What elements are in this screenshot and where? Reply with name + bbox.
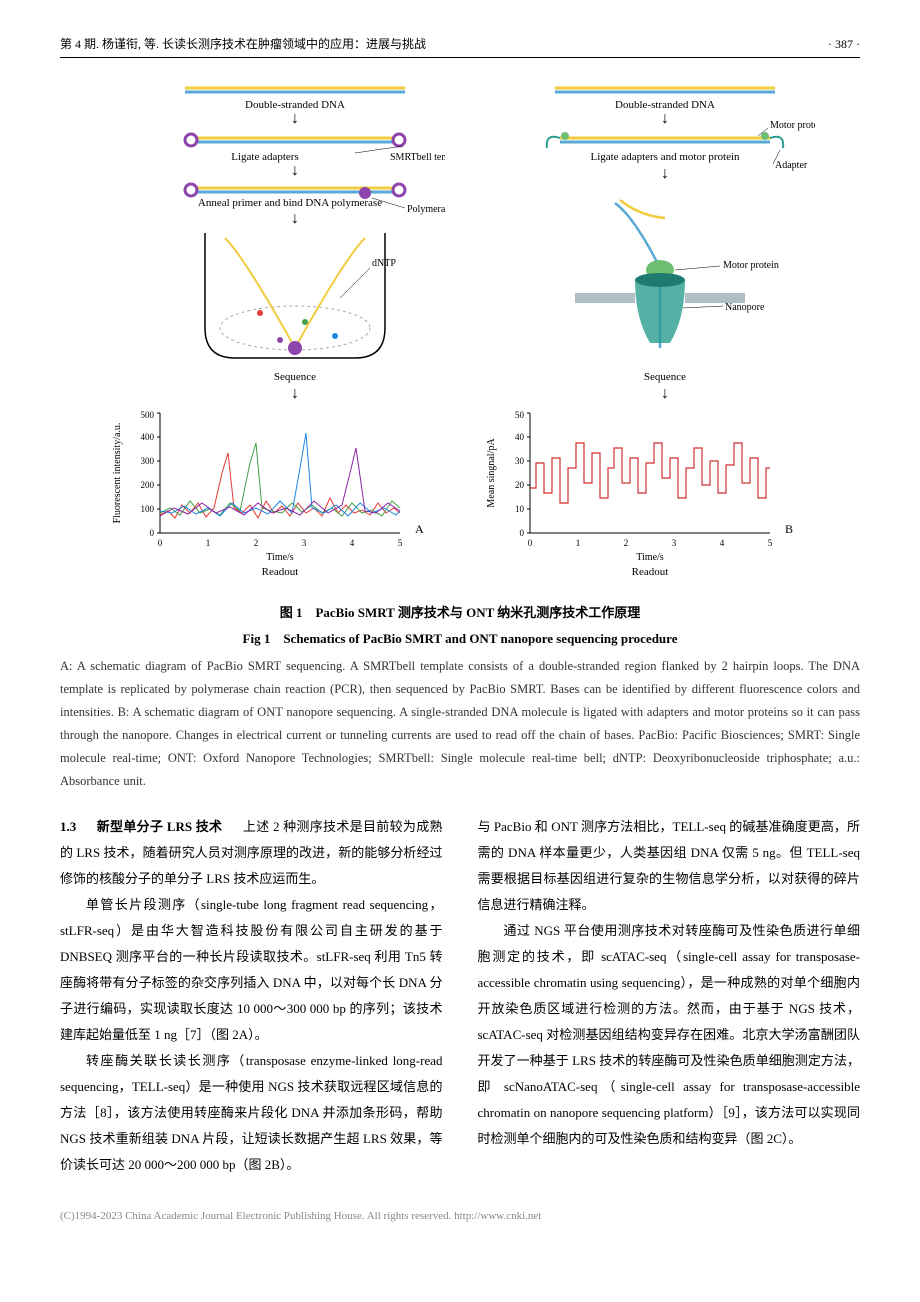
col-left: 1.3 新型单分子 LRS 技术 上述 2 种测序技术是目前较为成熟的 LRS … [60, 814, 443, 1178]
svg-text:5: 5 [398, 538, 403, 548]
svg-text:0: 0 [150, 528, 155, 538]
panel-a: Double-stranded DNA ↓ Ligate adapters SM… [105, 78, 445, 588]
svg-text:Readout: Readout [632, 566, 669, 578]
svg-text:Ligate adapters: Ligate adapters [231, 151, 299, 163]
body-columns: 1.3 新型单分子 LRS 技术 上述 2 种测序技术是目前较为成熟的 LRS … [60, 814, 860, 1178]
svg-text:Motor protein: Motor protein [770, 120, 815, 131]
svg-text:300: 300 [141, 456, 155, 466]
svg-text:10: 10 [515, 504, 525, 514]
svg-text:400: 400 [141, 432, 155, 442]
svg-text:40: 40 [515, 432, 525, 442]
svg-text:4: 4 [350, 538, 355, 548]
svg-text:Time/s: Time/s [266, 552, 294, 563]
svg-text:B: B [785, 522, 793, 536]
svg-text:Polymerase: Polymerase [407, 204, 445, 215]
svg-text:Readout: Readout [262, 566, 299, 578]
svg-text:30: 30 [515, 456, 525, 466]
svg-text:50: 50 [515, 410, 525, 420]
svg-text:SMRTbell template: SMRTbell template [390, 152, 445, 163]
svg-text:Anneal primer and bind DNA pol: Anneal primer and bind DNA polymerase [198, 197, 382, 209]
svg-text:Motor protein: Motor protein [723, 260, 779, 271]
col-right: 与 PacBio 和 ONT 测序方法相比，TELL-seq 的碱基准确度更高，… [478, 814, 861, 1178]
svg-text:Sequence: Sequence [644, 371, 686, 383]
svg-text:↓: ↓ [661, 110, 669, 127]
svg-text:↓: ↓ [291, 110, 299, 127]
svg-text:1: 1 [206, 538, 211, 548]
svg-text:Fluorescent intensity/a.u.: Fluorescent intensity/a.u. [112, 423, 123, 524]
svg-text:A: A [415, 522, 424, 536]
figure-1: Double-stranded DNA ↓ Ligate adapters SM… [60, 78, 860, 793]
svg-text:↓: ↓ [291, 210, 299, 227]
diagram-row: Double-stranded DNA ↓ Ligate adapters SM… [60, 78, 860, 588]
svg-text:Time/s: Time/s [636, 552, 664, 563]
sect-1-3: 1.3 新型单分子 LRS 技术 上述 2 种测序技术是目前较为成熟的 LRS … [60, 814, 443, 892]
panel-a-svg: Double-stranded DNA ↓ Ligate adapters SM… [105, 78, 445, 588]
svg-text:↓: ↓ [661, 385, 669, 402]
svg-text:Sequence: Sequence [274, 371, 316, 383]
header-left: 第 4 期. 杨谨衔, 等. 长读长测序技术在肿瘤领域中的应用：进展与挑战 [60, 35, 426, 54]
sect-title: 新型单分子 LRS 技术 [97, 819, 223, 834]
svg-text:Ligate adapters and motor prot: Ligate adapters and motor protein [590, 151, 740, 163]
page-header: 第 4 期. 杨谨衔, 等. 长读长测序技术在肿瘤领域中的应用：进展与挑战 · … [60, 35, 860, 58]
right-p1: 与 PacBio 和 ONT 测序方法相比，TELL-seq 的碱基准确度更高，… [478, 814, 861, 918]
svg-text:0: 0 [158, 538, 163, 548]
svg-text:0: 0 [520, 528, 525, 538]
fig1-title-en: Fig 1 Schematics of PacBio SMRT and ONT … [60, 629, 860, 650]
svg-text:↓: ↓ [661, 165, 669, 182]
fig1-caption: A: A schematic diagram of PacBio SMRT se… [60, 655, 860, 794]
svg-text:↓: ↓ [291, 385, 299, 402]
svg-text:Adapter: Adapter [775, 160, 808, 171]
left-p2: 单管长片段测序（single-tube long fragment read s… [60, 892, 443, 1048]
svg-text:0: 0 [528, 538, 533, 548]
svg-text:Nanopore: Nanopore [725, 302, 765, 313]
right-p2: 通过 NGS 平台使用测序技术对转座酶可及性染色质进行单细胞测定的技术，即 sc… [478, 918, 861, 1152]
svg-text:1: 1 [576, 538, 581, 548]
left-p3: 转座酶关联长读长测序（transposase enzyme-linked lon… [60, 1048, 443, 1178]
fig1-title-cn: 图 1 PacBio SMRT 测序技术与 ONT 纳米孔测序技术工作原理 [60, 603, 860, 624]
svg-text:4: 4 [720, 538, 725, 548]
svg-text:3: 3 [302, 538, 307, 548]
sect-num: 1.3 [60, 819, 76, 834]
svg-text:5: 5 [768, 538, 773, 548]
footer: (C)1994-2023 China Academic Journal Elec… [60, 1208, 860, 1226]
svg-text:Mean singnal/pA: Mean singnal/pA [486, 438, 497, 508]
svg-text:20: 20 [515, 480, 525, 490]
panel-b: Double-stranded DNA ↓ Motor protein Liga… [475, 78, 815, 588]
svg-text:2: 2 [624, 538, 629, 548]
svg-text:dNTP: dNTP [372, 258, 396, 269]
header-right: · 387 · [828, 35, 860, 54]
svg-text:3: 3 [672, 538, 677, 548]
svg-text:2: 2 [254, 538, 259, 548]
panel-b-svg: Double-stranded DNA ↓ Motor protein Liga… [475, 78, 815, 588]
svg-text:500: 500 [141, 410, 155, 420]
svg-text:100: 100 [141, 504, 155, 514]
svg-text:↓: ↓ [291, 162, 299, 179]
svg-text:200: 200 [141, 480, 155, 490]
